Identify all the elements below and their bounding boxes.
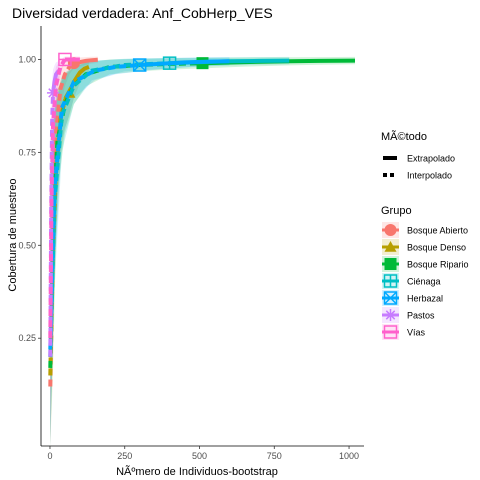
legend: MÃ©todo Extrapolado Interpolado Grupo Bosque…: [381, 130, 469, 340]
y-axis-label: Cobertura de muestreo: [7, 178, 19, 291]
legend-group-marker: [383, 274, 398, 288]
legend-method-label: Extrapolado: [407, 154, 455, 164]
legend-group-marker: [384, 258, 397, 270]
x-tick-label: 250: [117, 451, 132, 461]
legend-group-label: Bosque Ripario: [407, 260, 469, 270]
plot-area: [46, 52, 356, 447]
legend-group-marker: [384, 309, 397, 321]
axes: 0 250 500 750 1000 0.25 0.50 0.75 1.00: [18, 26, 364, 461]
legend-group-title: Grupo: [381, 205, 412, 217]
legend-group-marker: [383, 291, 398, 305]
observed-point-herbazal: [132, 58, 147, 72]
observed-point-pastos: [46, 86, 59, 99]
interpolated-line-herbazal: [48, 63, 140, 350]
x-tick-label: 1000: [339, 451, 359, 461]
legend-group-label: Bosque Denso: [407, 243, 466, 253]
legend-group-marker: [384, 241, 397, 252]
band-bosque-ripario: [50, 56, 356, 447]
legend-group-label: Herbazal: [407, 294, 443, 304]
interpolated-line-pastos: [48, 92, 55, 357]
x-tick-label: 500: [192, 451, 207, 461]
y-tick-label: 0.50: [18, 240, 36, 250]
y-tick-label: 1.00: [18, 54, 36, 64]
chart-title: Diversidad verdadera: Anf_CobHerp_VES: [12, 5, 273, 21]
legend-method-label: Interpolado: [407, 171, 452, 181]
extrapolated-line-herbazal: [139, 59, 230, 67]
observed-point-vi-as: [58, 52, 72, 67]
interpolated-line-vi-as: [48, 58, 67, 339]
x-tick-label: 0: [47, 451, 52, 461]
legend-group-marker: [384, 224, 397, 236]
band-cie-naga: [50, 56, 290, 447]
interpolated-line-bosque-ripario: [48, 61, 203, 368]
legend-group-label: Bosque Abierto: [407, 226, 468, 236]
x-axis-label: NÃºmero de Individuos-bootstrap: [116, 465, 278, 478]
band-herbazal: [50, 57, 230, 446]
y-tick-label: 0.25: [18, 333, 36, 343]
legend-group-marker: [383, 325, 398, 339]
y-tick-label: 0.75: [18, 147, 36, 157]
x-tick-label: 750: [267, 451, 282, 461]
legend-group-label: Vías: [407, 328, 426, 338]
legend-group-label: Ciénaga: [407, 277, 441, 287]
legend-method-title: MÃ©todo: [381, 130, 427, 143]
legend-group-label: Pastos: [407, 311, 435, 321]
